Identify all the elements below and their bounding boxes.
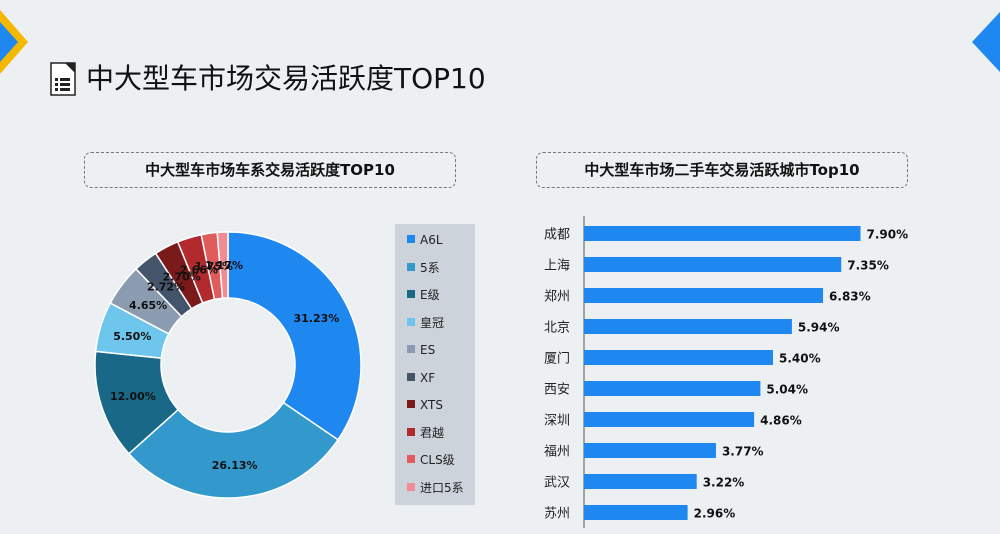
bar [584, 257, 842, 272]
legend-label: A6L [420, 233, 443, 247]
donut-slice [227, 231, 362, 441]
bar [584, 319, 792, 334]
category-label: 福州 [544, 445, 570, 460]
legend-swatch [407, 372, 415, 381]
legend-swatch [407, 427, 415, 436]
corner-decoration-right [972, 12, 1000, 72]
donut-data-label: 12.00% [110, 390, 156, 403]
page-title: 中大型车市场交易活跃度TOP10 [86, 62, 486, 95]
legend-item: XTS [407, 397, 443, 413]
legend-item: 皇冠 [407, 315, 444, 331]
legend-swatch [407, 482, 415, 491]
legend-item: ES [407, 342, 435, 358]
bar-value-label: 3.77% [722, 445, 764, 459]
category-label: 成都 [544, 228, 570, 243]
bar-value-label: 3.22% [703, 476, 745, 490]
legend-label: ES [420, 343, 436, 357]
legend-swatch [407, 400, 415, 408]
donut-data-label: 2.66% [180, 263, 218, 276]
legend-swatch [407, 290, 415, 298]
donut-slice [127, 401, 340, 499]
bar [584, 412, 755, 427]
donut-legend: A6L 5系 E级皇冠 ES XF XTS 君越 CLS级进口5系 [395, 224, 475, 505]
legend-swatch [407, 262, 415, 271]
legend-label: 进口5系 [420, 480, 464, 495]
bar-value-label: 7.90% [867, 228, 909, 242]
donut-chart-title: 中大型车市场车系交易活跃度TOP10 [84, 152, 456, 188]
donut-chart: 31.23% 26.13% 12.00% 5.50% 4.65% 2.72%2.70%2.… [94, 231, 362, 499]
bar-value-label: 4.86% [760, 414, 802, 428]
legend-item: 君越 [407, 425, 444, 441]
legend-item: E级 [407, 287, 440, 303]
category-label: 苏州 [544, 506, 570, 522]
donut-data-label: 2.72% [147, 281, 185, 294]
category-label: 郑州 [544, 290, 570, 305]
legend-item: CLS级 [407, 452, 455, 468]
legend-swatch [407, 455, 415, 463]
donut-slice [216, 231, 229, 300]
category-label: 厦门 [544, 352, 570, 367]
legend-item: 5系 [407, 260, 440, 276]
bar [584, 505, 688, 520]
donut-data-label: 4.65% [129, 299, 167, 312]
bar-chart: 成都 7.90% 上海 7.35% 郑州 6.83% 北京 5.94% 厦门 5.40% 西安 5.0… [544, 216, 909, 528]
bar-value-label: 2.96% [694, 507, 736, 521]
bar-chart-title: 中大型车市场二手车交易活跃城市Top10 [536, 152, 908, 188]
category-label: 西安 [544, 383, 570, 398]
bar-value-label: 7.35% [847, 259, 889, 273]
bar-value-label: 6.83% [829, 290, 871, 304]
corner-decoration-left [0, 10, 28, 74]
bar [584, 381, 761, 396]
bar-value-label: 5.04% [766, 383, 808, 397]
donut-data-label: 1.75% [195, 260, 233, 273]
donut-data-label: 5.50% [113, 330, 151, 343]
donut-data-label: 1.17% [205, 259, 243, 272]
legend-label: CLS级 [420, 453, 455, 467]
legend-label: XTS [420, 398, 443, 412]
legend-swatch [407, 235, 415, 243]
legend-item: A6L [407, 232, 443, 248]
donut-data-label: 2.70% [163, 270, 201, 283]
bar [584, 474, 697, 489]
legend-label: 5系 [420, 260, 440, 275]
legend-item: XF [407, 370, 435, 386]
legend-item: 进口5系 [407, 480, 464, 496]
bar [584, 350, 773, 365]
category-label: 武汉 [544, 476, 570, 491]
bar-value-label: 5.40% [779, 352, 821, 366]
document-list-icon [50, 62, 76, 96]
legend-label: E级 [420, 288, 440, 302]
bar [584, 288, 824, 303]
category-label: 北京 [544, 321, 570, 336]
bar [584, 226, 861, 241]
bar-value-label: 5.94% [798, 321, 840, 335]
legend-label: 皇冠 [420, 315, 445, 330]
legend-swatch [407, 345, 415, 353]
legend-label: 君越 [420, 425, 445, 440]
legend-label: XF [420, 370, 436, 385]
legend-swatch [407, 317, 415, 326]
category-label: 上海 [544, 259, 570, 274]
bar [584, 443, 716, 458]
category-label: 深圳 [544, 414, 570, 429]
donut-data-label: 31.23% [293, 312, 339, 325]
donut-data-label: 26.13% [212, 459, 258, 472]
